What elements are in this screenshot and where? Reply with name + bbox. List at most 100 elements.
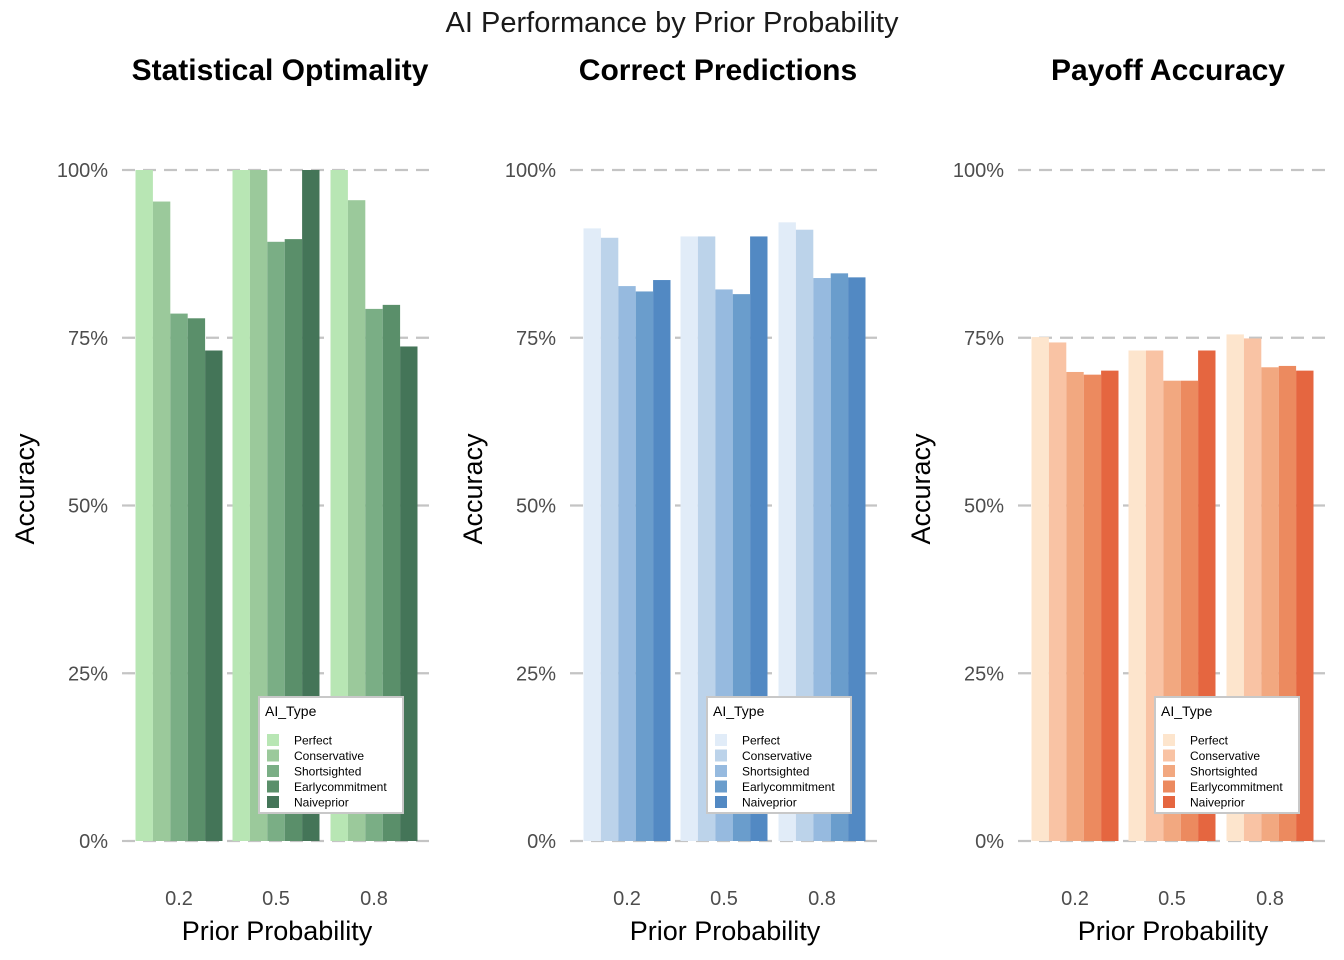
x-tick-label: 0.2 xyxy=(613,888,641,910)
x-axis-label: Prior Probability xyxy=(182,916,373,946)
y-tick-label: 0% xyxy=(79,831,108,853)
legend-label: Conservative xyxy=(742,749,812,763)
legend-label: Shortsighted xyxy=(742,765,809,779)
panel-title: Statistical Optimality xyxy=(132,54,429,87)
x-axis-label: Prior Probability xyxy=(1078,916,1269,946)
legend-label: Perfect xyxy=(294,734,333,748)
panel-0: Statistical Optimality 0% 25% 50% 75% 100% 0.2… xyxy=(10,54,432,946)
bar-naiveprior-0-2 xyxy=(1101,370,1119,841)
y-tick-label: 50% xyxy=(964,496,1004,518)
legend-label: Naiveprior xyxy=(1190,796,1245,810)
legend-swatch xyxy=(715,796,727,808)
y-tick-label: 25% xyxy=(964,663,1004,685)
bar-conservative-0-2 xyxy=(152,201,171,842)
bar-conservative-0-5 xyxy=(249,170,268,841)
bar-naiveprior-0-8 xyxy=(400,346,418,841)
legend-label: Shortsighted xyxy=(1190,765,1257,779)
y-axis-label: Accuracy xyxy=(10,433,40,545)
y-tick-label: 25% xyxy=(516,663,556,685)
bar-shortsighted-0-5 xyxy=(267,241,285,841)
bar-perfect-0-8 xyxy=(778,222,796,841)
bar-naiveprior-0-2 xyxy=(205,350,223,841)
y-tick-label: 75% xyxy=(516,328,556,350)
figure-title: AI Performance by Prior Probability xyxy=(446,7,899,39)
legend-label: Perfect xyxy=(742,734,781,748)
panel-2: Payoff Accuracy 0% 25% 50% 75% 100% 0.2 0.5 0.8 P… xyxy=(906,54,1328,946)
legend-swatch xyxy=(1163,749,1175,762)
y-tick-label: 100% xyxy=(953,160,1004,182)
legend-title: AI_Type xyxy=(713,703,765,719)
bar-perfect-0-2 xyxy=(583,228,601,841)
legend-swatch xyxy=(267,796,279,808)
x-tick-label: 0.5 xyxy=(710,888,738,910)
bar-conservative-0-2 xyxy=(1048,342,1067,841)
panel-1: Correct Predictions 0% 25% 50% 75% 100% 0.2 0.5… xyxy=(458,54,880,946)
bar-naiveprior-0-5 xyxy=(302,170,320,841)
legend-swatch xyxy=(715,765,727,777)
bar-perfect-0-5 xyxy=(232,170,250,841)
legend-label: Naiveprior xyxy=(742,796,797,810)
x-axis-label: Prior Probability xyxy=(630,916,821,946)
legend-title: AI_Type xyxy=(265,703,317,719)
legend-swatch xyxy=(1163,796,1175,808)
bar-perfect-0-5 xyxy=(1128,350,1146,841)
bar-earlycommitment-0-2 xyxy=(187,318,206,841)
legend-swatch xyxy=(715,780,727,793)
legend-label: Shortsighted xyxy=(294,765,361,779)
legend-box xyxy=(1154,696,1300,814)
panel-title: Payoff Accuracy xyxy=(1051,54,1285,87)
legend-label: Conservative xyxy=(1190,749,1260,763)
legend-label: Earlycommitment xyxy=(742,780,835,794)
bar-perfect-0-2 xyxy=(135,170,153,841)
bar-perfect-0-5 xyxy=(680,236,698,841)
bar-earlycommitment-0-5 xyxy=(284,239,303,841)
y-tick-label: 100% xyxy=(505,160,556,182)
bar-naiveprior-0-8 xyxy=(1296,370,1314,841)
y-tick-label: 100% xyxy=(57,160,108,182)
bar-conservative-0-5 xyxy=(697,236,716,841)
legend-label: Naiveprior xyxy=(294,796,349,810)
y-tick-label: 25% xyxy=(68,663,108,685)
legend-swatch xyxy=(267,780,279,793)
legend-swatch xyxy=(267,749,279,762)
legend-swatch xyxy=(1163,765,1175,777)
legend-label: Earlycommitment xyxy=(294,780,387,794)
y-tick-label: 0% xyxy=(527,831,556,853)
bar-shortsighted-0-2 xyxy=(1066,371,1084,841)
x-tick-label: 0.2 xyxy=(165,888,193,910)
x-tick-label: 0.8 xyxy=(360,888,388,910)
bar-conservative-0-8 xyxy=(795,229,814,841)
bar-shortsighted-0-2 xyxy=(618,286,636,841)
y-axis-label: Accuracy xyxy=(906,433,936,545)
y-tick-label: 75% xyxy=(68,328,108,350)
y-tick-label: 75% xyxy=(964,328,1004,350)
bar-naiveprior-0-5 xyxy=(750,236,768,841)
x-tick-label: 0.2 xyxy=(1061,888,1089,910)
bar-shortsighted-0-2 xyxy=(170,313,188,841)
x-tick-label: 0.5 xyxy=(262,888,290,910)
legend-swatch xyxy=(1163,734,1175,746)
legend-label: Conservative xyxy=(294,749,364,763)
legend-box xyxy=(258,696,404,814)
x-tick-label: 0.8 xyxy=(1256,888,1284,910)
legend-swatch xyxy=(715,734,727,746)
bar-perfect-0-2 xyxy=(1031,337,1049,841)
bar-conservative-0-2 xyxy=(600,237,619,841)
legend-swatch xyxy=(1163,780,1175,793)
x-tick-label: 0.5 xyxy=(1158,888,1186,910)
bar-earlycommitment-0-2 xyxy=(1083,374,1102,841)
legend-title: AI_Type xyxy=(1161,703,1213,719)
legend-swatch xyxy=(267,765,279,777)
legend-swatch xyxy=(715,749,727,762)
bar-naiveprior-0-8 xyxy=(848,277,866,841)
y-axis-label: Accuracy xyxy=(458,433,488,545)
bar-perfect-0-8 xyxy=(330,170,348,841)
y-tick-label: 50% xyxy=(68,496,108,518)
bar-earlycommitment-0-2 xyxy=(635,291,654,841)
legend-swatch xyxy=(267,734,279,746)
legend-label: Perfect xyxy=(1190,734,1229,748)
bar-conservative-0-8 xyxy=(347,200,366,841)
legend-label: Earlycommitment xyxy=(1190,780,1283,794)
y-tick-label: 0% xyxy=(975,831,1004,853)
